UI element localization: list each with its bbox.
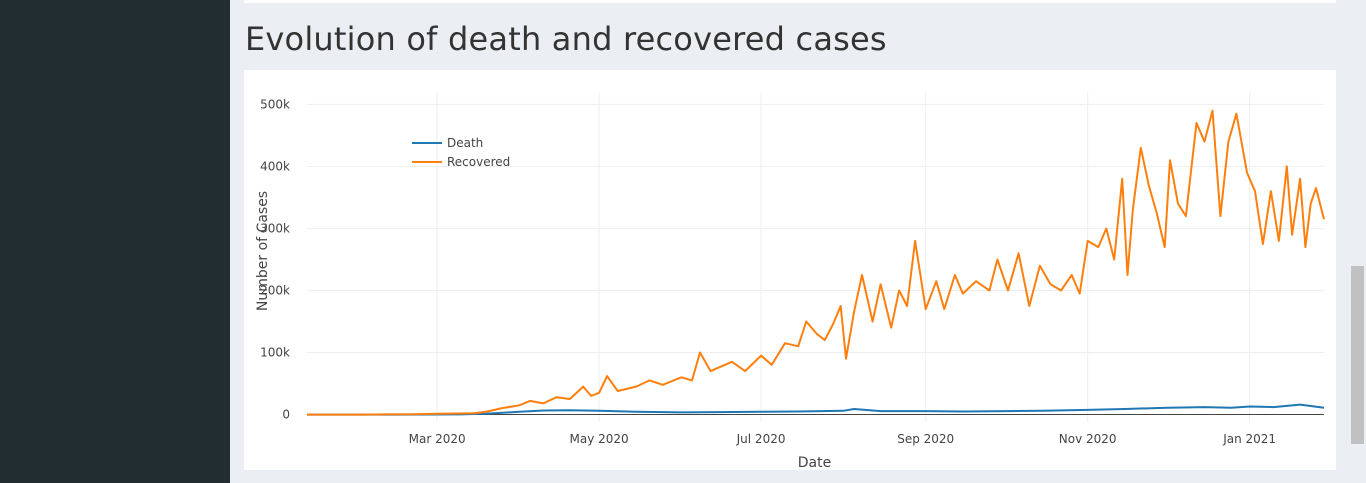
y-tick-label: 100k [260, 346, 290, 360]
x-tick-label: May 2020 [570, 432, 629, 446]
x-tick-label: Mar 2020 [409, 432, 466, 446]
y-tick-label: 0 [282, 408, 290, 422]
y-tick-label: 200k [260, 283, 290, 297]
series-line-death[interactable] [307, 403, 1325, 416]
chart-card: Mar 2020 May 2020 Jul 2020 Sep 2020 Nov 2020… [244, 70, 1336, 470]
sidebar [0, 0, 230, 483]
legend-item-death[interactable]: Death [412, 136, 483, 150]
x-tick-label: Sep 2020 [897, 432, 954, 446]
y-tick-label: 400k [260, 159, 290, 173]
page-title: Evolution of death and recovered cases [245, 20, 887, 58]
x-tick-label: Nov 2020 [1059, 432, 1117, 446]
x-tick-label: Jan 2021 [1222, 432, 1276, 446]
legend-label: Recovered [447, 155, 510, 169]
x-tick-label: Jul 2020 [736, 432, 786, 446]
y-tick-label: 500k [260, 97, 290, 111]
y-tick-label: 300k [260, 221, 290, 235]
y-axis-title: Number of Cases [255, 191, 271, 311]
x-axis-title: Date [798, 455, 831, 470]
legend[interactable]: Death Recovered [412, 136, 510, 169]
axis-ticks: Mar 2020 May 2020 Jul 2020 Sep 2020 Nov 2020… [260, 97, 1276, 446]
line-chart[interactable]: Mar 2020 May 2020 Jul 2020 Sep 2020 Nov 2020… [244, 70, 1336, 470]
series-lines[interactable] [307, 109, 1325, 416]
series-line-recovered[interactable] [307, 109, 1325, 416]
scrollbar-thumb[interactable] [1351, 266, 1364, 444]
legend-item-recovered[interactable]: Recovered [412, 155, 510, 169]
legend-label: Death [447, 136, 483, 150]
previous-card-bottom [244, 0, 1336, 3]
